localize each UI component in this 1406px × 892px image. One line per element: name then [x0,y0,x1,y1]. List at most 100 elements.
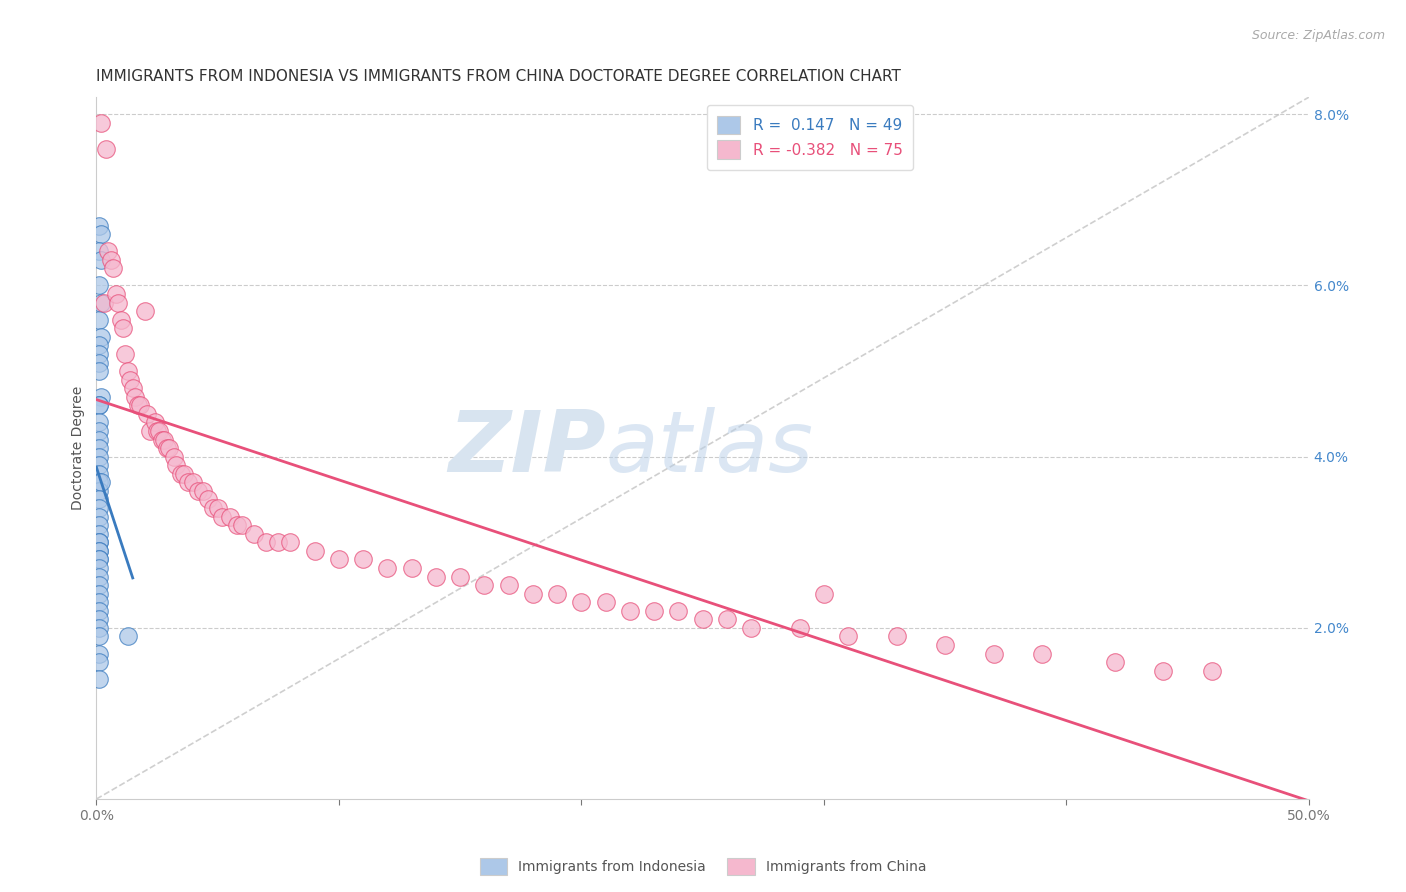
Point [716,612,738,626]
Point [87,509,110,524]
Point [87,561,110,575]
Point [187,483,209,498]
Y-axis label: Doctorate Degree: Doctorate Degree [72,386,86,510]
Point [127,398,149,412]
Point [134,304,156,318]
Point [87,604,110,618]
Text: atlas: atlas [606,407,814,490]
Point [87,347,110,361]
Point [87,647,110,661]
Point [143,416,166,430]
Point [1031,647,1053,661]
Point [328,552,350,566]
Point [87,492,110,507]
Point [146,424,169,438]
Point [87,416,110,430]
Point [87,629,110,643]
Point [90,116,112,130]
Point [643,604,665,618]
Point [87,552,110,566]
Point [177,475,200,490]
Point [87,672,110,686]
Point [569,595,592,609]
Point [90,475,112,490]
Point [87,544,110,558]
Point [267,535,290,549]
Point [129,398,152,412]
Point [104,287,127,301]
Point [87,450,110,464]
Point [425,569,447,583]
Point [619,604,641,618]
Point [87,535,110,549]
Point [87,467,110,481]
Point [94,142,117,156]
Point [87,278,110,293]
Point [87,501,110,516]
Point [1201,664,1223,678]
Point [87,244,110,259]
Point [498,578,520,592]
Point [87,355,110,369]
Point [226,518,249,533]
Point [100,252,122,267]
Point [87,578,110,592]
Point [112,321,135,335]
Point [103,261,125,276]
Point [1152,664,1174,678]
Point [522,587,544,601]
Point [87,475,110,490]
Point [107,295,129,310]
Point [211,509,233,524]
Point [231,518,253,533]
Point [117,629,139,643]
Point [90,390,112,404]
Point [87,621,110,635]
Point [837,629,859,643]
Legend: R =  0.147   N = 49, R = -0.382   N = 75: R = 0.147 N = 49, R = -0.382 N = 75 [707,105,914,169]
Point [136,407,159,421]
Point [87,364,110,378]
Point [87,544,110,558]
Point [87,483,110,498]
Point [165,458,187,473]
Point [243,526,266,541]
Point [87,219,110,233]
Point [87,526,110,541]
Text: ZIP: ZIP [449,407,606,490]
Point [595,595,617,609]
Point [375,561,398,575]
Point [90,330,112,344]
Point [304,544,326,558]
Point [87,569,110,583]
Point [813,587,835,601]
Point [87,398,110,412]
Point [121,381,143,395]
Point [352,552,374,566]
Point [197,492,219,507]
Point [138,424,160,438]
Point [692,612,714,626]
Point [449,569,471,583]
Point [87,518,110,533]
Point [401,561,423,575]
Point [90,227,112,241]
Point [87,338,110,352]
Point [789,621,811,635]
Point [183,475,205,490]
Point [87,458,110,473]
Point [254,535,277,549]
Point [280,535,302,549]
Point [87,612,110,626]
Point [110,312,132,326]
Point [934,638,956,652]
Point [163,450,186,464]
Point [90,295,112,310]
Point [983,647,1005,661]
Point [546,587,568,601]
Point [87,535,110,549]
Point [114,347,136,361]
Point [191,483,214,498]
Point [120,373,142,387]
Point [666,604,689,618]
